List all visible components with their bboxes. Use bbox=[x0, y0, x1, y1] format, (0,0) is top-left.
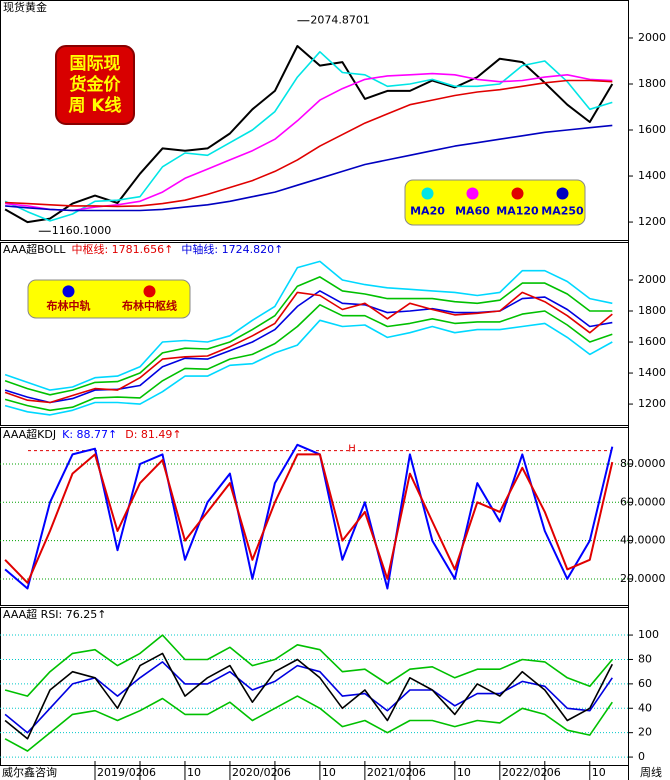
y-tick-label: 20 bbox=[638, 726, 652, 739]
series-line bbox=[4, 319, 613, 416]
y-tick-label: 60.0000 bbox=[620, 495, 666, 508]
y-tick-label: 20.0000 bbox=[620, 572, 666, 585]
panel-title: AAA超KDJ bbox=[3, 427, 56, 441]
legend-label: 布林中轨 bbox=[47, 299, 91, 313]
legend-swatch bbox=[556, 187, 569, 200]
h-level-label: H bbox=[348, 444, 356, 455]
x-tick-label: 06 bbox=[412, 766, 426, 779]
y-tick-label: 1400 bbox=[638, 366, 666, 379]
y-tick-label: 0 bbox=[638, 750, 645, 763]
y-tick-label: 60 bbox=[638, 677, 652, 690]
y-tick-label: 2000 bbox=[638, 273, 666, 286]
legend-label: MA60 bbox=[455, 205, 490, 218]
y-tick-label: 1800 bbox=[638, 77, 666, 90]
series-line bbox=[4, 45, 614, 224]
readout: D: 81.49↑ bbox=[125, 428, 181, 441]
series-line bbox=[5, 79, 613, 208]
x-tick-label: 10 bbox=[457, 766, 471, 779]
legend-swatch bbox=[143, 285, 156, 298]
y-tick-label: 40.0000 bbox=[620, 534, 666, 547]
x-tick-label: 2019/02 bbox=[97, 766, 143, 779]
y-tick-label: 1800 bbox=[638, 304, 666, 317]
annotation-label: 2074.8701 bbox=[310, 14, 370, 27]
annotation-label: 1160.1000 bbox=[52, 224, 112, 237]
legend-label: MA120 bbox=[496, 205, 539, 218]
y-tick-label: 40 bbox=[638, 701, 652, 714]
x-tick-label: 06 bbox=[142, 766, 156, 779]
y-tick-label: 2000 bbox=[638, 31, 666, 44]
series-line bbox=[4, 695, 613, 752]
panel-title: AAA超 RSI: 76.25↑ bbox=[3, 607, 106, 621]
footer-left: 威尔鑫咨询 bbox=[2, 765, 57, 779]
x-tick-label: 10 bbox=[187, 766, 201, 779]
x-tick-label: 06 bbox=[277, 766, 291, 779]
badge-text: 周 K线 bbox=[68, 95, 121, 116]
series-line bbox=[4, 260, 613, 391]
y-tick-label: 80 bbox=[638, 652, 652, 665]
panel-title: 现货黄金 bbox=[3, 0, 47, 14]
y-tick-label: 1200 bbox=[638, 397, 666, 410]
y-tick-label: 100 bbox=[638, 628, 659, 641]
panel-title: AAA超BOLL bbox=[3, 242, 66, 256]
y-tick-label: 1600 bbox=[638, 123, 666, 136]
readout: 中枢线: 1781.656↑ bbox=[71, 242, 173, 256]
badge-text: 国际现 bbox=[70, 54, 121, 74]
series-line bbox=[4, 652, 614, 740]
series-line bbox=[4, 304, 613, 412]
badge-box bbox=[55, 45, 135, 125]
series-line bbox=[4, 51, 613, 222]
y-tick-label: 1400 bbox=[638, 169, 666, 182]
series-line bbox=[4, 634, 613, 697]
legend-swatch bbox=[62, 285, 75, 298]
legend-box bbox=[404, 179, 586, 226]
footer-right: 周线 bbox=[640, 765, 662, 779]
x-tick-label: 06 bbox=[547, 766, 561, 779]
series-line bbox=[4, 453, 614, 584]
readout: 中轴线: 1724.820↑ bbox=[181, 242, 283, 256]
y-tick-label: 1200 bbox=[638, 215, 666, 228]
badge-text: 货金价 bbox=[70, 74, 122, 95]
readout: K: 88.77↑ bbox=[62, 428, 117, 441]
legend-swatch bbox=[511, 187, 524, 200]
legend-swatch bbox=[466, 187, 479, 200]
x-tick-label: 10 bbox=[592, 766, 606, 779]
x-tick-label: 2021/02 bbox=[367, 766, 413, 779]
x-tick-label: 2020/02 bbox=[232, 766, 278, 779]
y-tick-label: 1600 bbox=[638, 335, 666, 348]
series-line bbox=[4, 291, 613, 404]
x-tick-label: 10 bbox=[322, 766, 336, 779]
y-tick-label: 80.0000 bbox=[620, 457, 666, 470]
x-tick-label: 2022/02 bbox=[502, 766, 548, 779]
series-line bbox=[5, 124, 613, 212]
series-line bbox=[4, 276, 613, 396]
legend-label: MA250 bbox=[541, 205, 584, 218]
legend-label: MA20 bbox=[410, 205, 445, 218]
legend-swatch bbox=[421, 187, 434, 200]
legend-label: 布林中枢线 bbox=[122, 299, 177, 313]
